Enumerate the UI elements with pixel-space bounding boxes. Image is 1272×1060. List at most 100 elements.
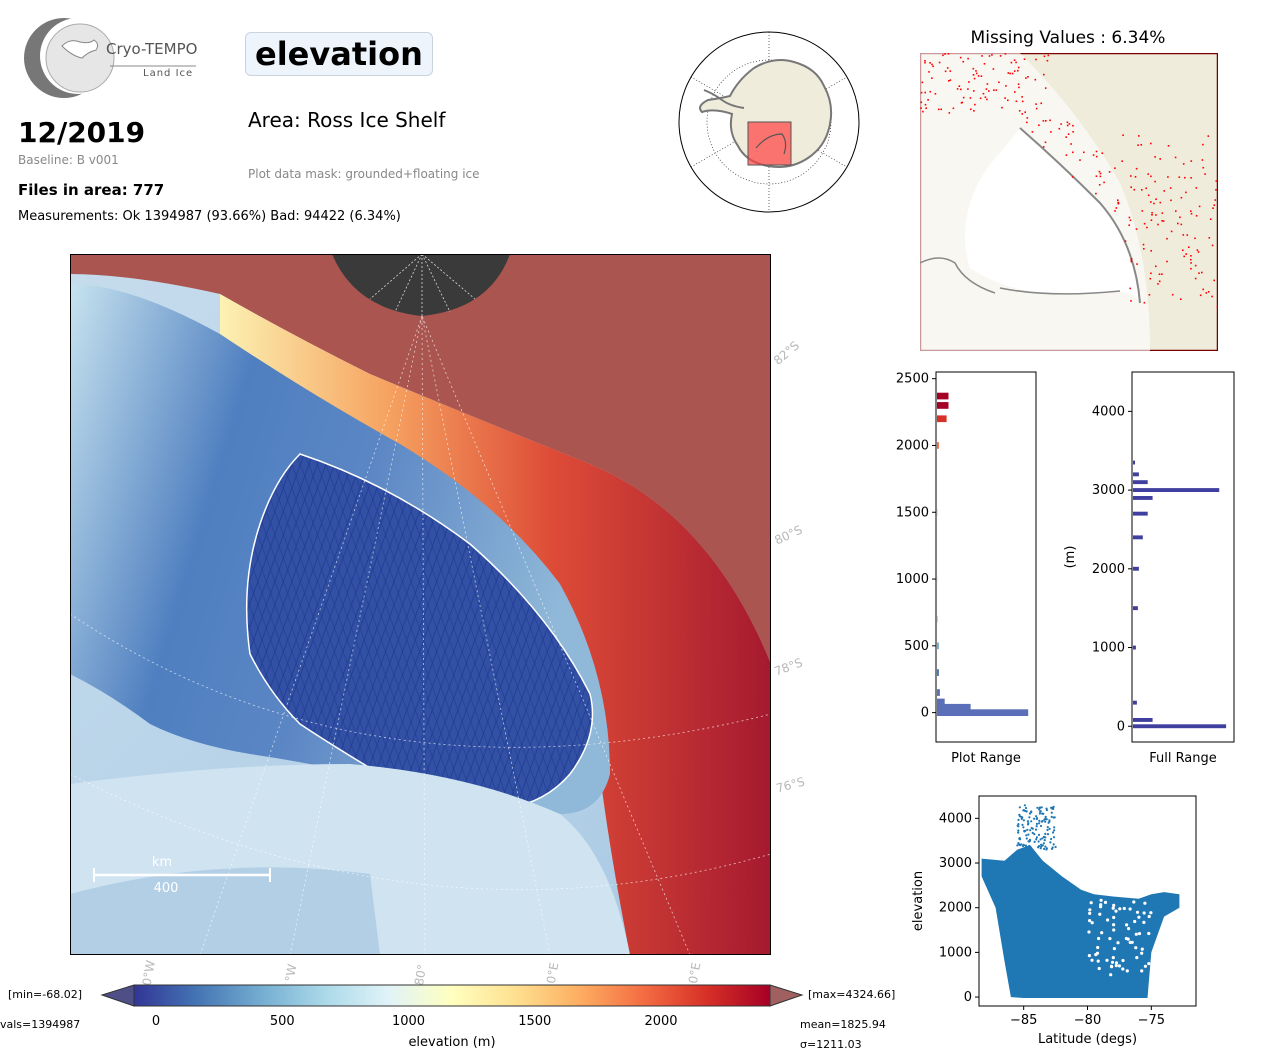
missing-pixel [973,110,975,112]
missing-pixel [962,60,965,63]
histogram-bar [937,642,939,650]
mask-label: Plot data mask: grounded+floating ice [248,167,480,181]
missing-pixel [972,67,975,70]
scatter-point [1021,823,1024,826]
missing-pixel [1185,191,1187,194]
scatter-point [1035,822,1038,825]
missing-pixel [1024,111,1026,113]
missing-pixel [929,90,932,93]
scatter-point [1025,834,1028,837]
missing-pixel [995,89,998,91]
scatter-point [1040,845,1043,848]
missing-pixel [949,70,952,72]
scatter-gap [1147,962,1151,966]
scatter-point [1053,826,1056,829]
scatter-point [1041,837,1044,840]
scatter-point [1025,837,1028,840]
scatter-gap [1147,914,1151,919]
missing-pixel [1182,234,1185,236]
scatter-point [1050,811,1053,814]
histogram-bar [1133,496,1153,500]
missing-pixel [1213,204,1216,206]
scatter-point [1051,807,1054,810]
missing-pixel [1143,248,1145,250]
scatter-point [1026,828,1029,831]
scatter-gap [1142,911,1146,915]
colorbar-tick-label: 500 [269,1014,295,1029]
missing-pixel [1175,210,1177,212]
missing-pixel [1141,189,1143,191]
scatter-gap [1112,928,1116,932]
lon-label-1: 0°W [139,959,158,987]
scatter-gap [1087,930,1091,934]
missing-pixel [1179,216,1181,219]
missing-pixel [1136,263,1138,265]
y-tick-label: 1000 [939,945,972,960]
y-tick-label: 1000 [1092,641,1125,656]
scatter-gap [1134,946,1138,950]
missing-pixel [972,74,975,76]
scatter-gap [1125,923,1129,927]
scatter-point [1022,809,1025,812]
missing-pixel [1190,160,1193,162]
scatter-point [1043,839,1046,842]
scatter-gap [1108,937,1112,941]
missing-pixel [1134,176,1137,178]
lat-label-80: 80°S [772,522,805,548]
scale-unit: km [152,855,172,870]
histogram-bar [1133,700,1137,705]
missing-pixel [1103,181,1105,184]
histogram-bar [937,709,1029,716]
missing-pixel [924,103,927,106]
main-map: km 400 [70,254,771,955]
scatter-gap [1109,973,1113,977]
missing-pixel [1186,234,1189,236]
y-tick-label: 4000 [1092,404,1125,419]
missing-pixel [1049,119,1051,122]
histogram-bar [1133,472,1139,477]
scatter-point-cloud [981,845,1180,998]
histogram-bar [937,442,939,449]
missing-pixel [1166,237,1168,240]
scatter-point [1023,829,1026,833]
missing-pixel [967,57,969,60]
histogram-bar [1133,645,1136,650]
missing-pixel [1046,59,1049,62]
missing-pixel [1140,144,1143,146]
missing-pixel [1137,144,1139,146]
missing-pixel [1079,159,1081,161]
scatter-gap [1117,964,1121,968]
scatter-gap [1111,956,1115,960]
lat-label-76: 76°S [774,774,807,796]
plot-range-histogram: 0 500 1000 1500 2000 2500 Plot Range [896,371,1037,766]
scatter-point [1027,833,1030,836]
histogram-bar [937,689,940,696]
missing-pixel [1099,172,1102,175]
missing-pixel [1215,180,1218,182]
y-tick-label: 3000 [939,856,972,871]
scatter-gap [1121,958,1125,963]
scatter-gap [1121,967,1125,971]
missing-pixel [1157,283,1159,285]
scatter-gap [1137,932,1142,936]
scatter-gap [1133,919,1137,924]
scatter-gap [1128,940,1132,944]
missing-pixel [956,88,959,90]
scatter-point [1035,836,1038,839]
scatter-point [1035,815,1038,818]
missing-pixel [1190,262,1192,264]
missing-pixel [1025,77,1027,79]
scatter-point [1017,831,1020,834]
missing-pixel [1044,87,1047,89]
scatter-point [1039,810,1042,813]
missing-pixel [1035,103,1037,105]
missing-pixel [1130,300,1132,302]
scatter-point [1040,843,1043,846]
scatter-point [1039,824,1043,828]
scatter-point [1020,817,1023,820]
scatter-gap [1127,927,1131,931]
scatter-gap [1114,909,1118,913]
missing-pixel [948,112,951,114]
y-tick-label: 0 [921,706,929,721]
missing-pixel [1149,277,1152,280]
